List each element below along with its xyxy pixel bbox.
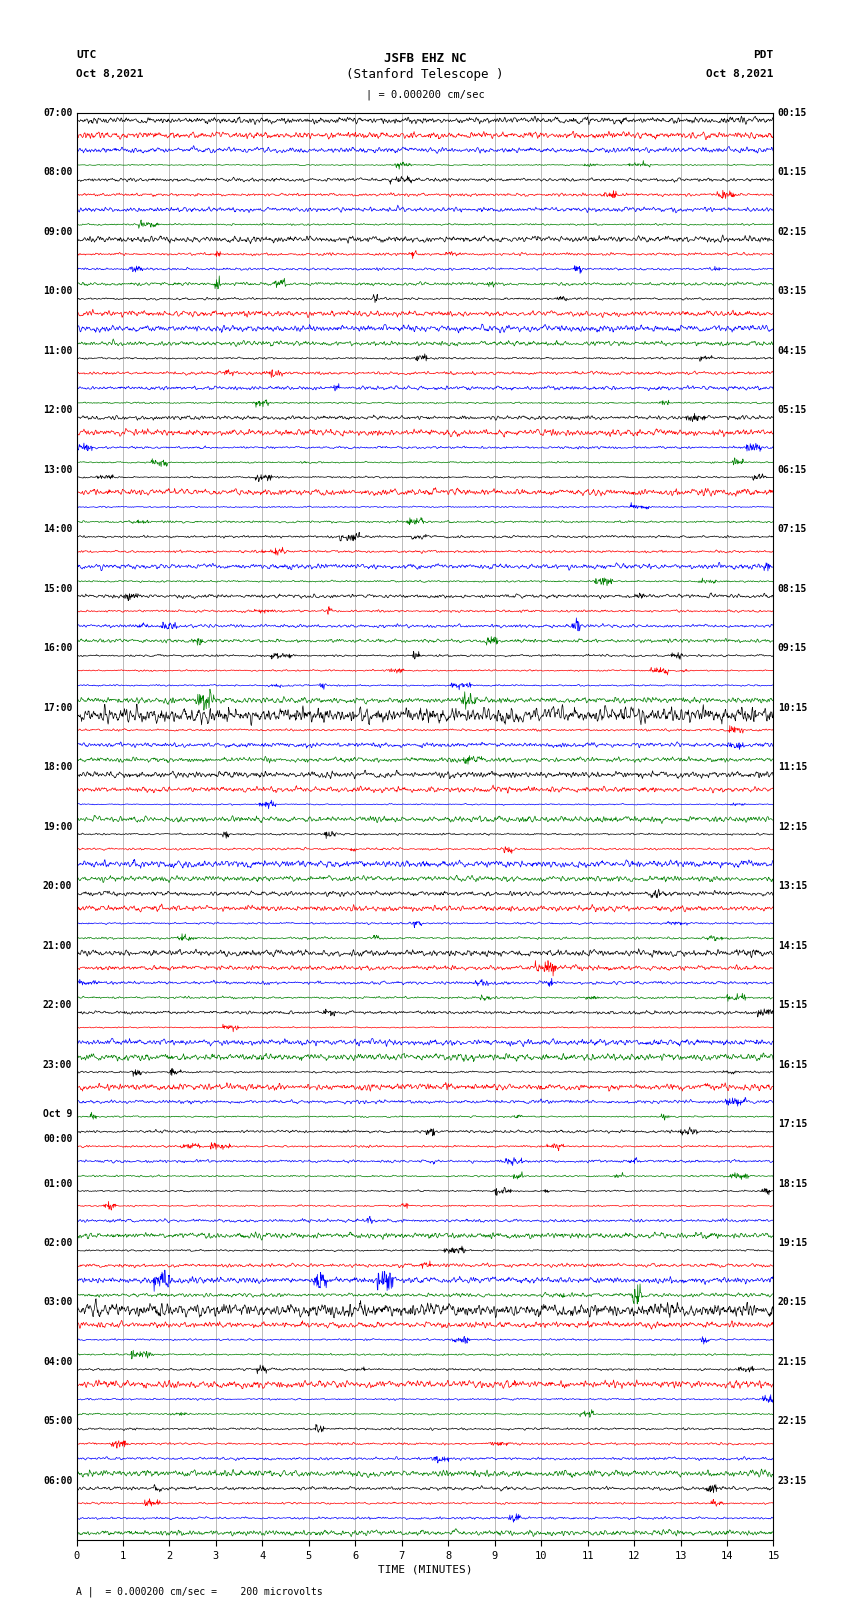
- Text: 05:00: 05:00: [42, 1416, 72, 1426]
- Text: 16:15: 16:15: [778, 1060, 807, 1069]
- Text: 18:00: 18:00: [42, 763, 72, 773]
- Text: 12:15: 12:15: [778, 821, 807, 832]
- Text: 06:00: 06:00: [42, 1476, 72, 1486]
- Text: 15:15: 15:15: [778, 1000, 807, 1010]
- Text: 17:15: 17:15: [778, 1119, 807, 1129]
- Text: 07:15: 07:15: [778, 524, 807, 534]
- Text: 17:00: 17:00: [42, 703, 72, 713]
- X-axis label: TIME (MINUTES): TIME (MINUTES): [377, 1565, 473, 1574]
- Text: 04:00: 04:00: [42, 1357, 72, 1366]
- Text: 03:00: 03:00: [42, 1297, 72, 1308]
- Text: Oct 8,2021: Oct 8,2021: [76, 69, 144, 79]
- Text: 15:00: 15:00: [42, 584, 72, 594]
- Text: 03:15: 03:15: [778, 287, 807, 297]
- Text: Oct 8,2021: Oct 8,2021: [706, 69, 774, 79]
- Text: 19:00: 19:00: [42, 821, 72, 832]
- Text: 00:00: 00:00: [42, 1134, 72, 1144]
- Text: Oct 9: Oct 9: [42, 1110, 72, 1119]
- Text: 01:00: 01:00: [42, 1179, 72, 1189]
- Text: 22:00: 22:00: [42, 1000, 72, 1010]
- Text: 02:00: 02:00: [42, 1239, 72, 1248]
- Text: 20:00: 20:00: [42, 881, 72, 890]
- Text: 13:00: 13:00: [42, 465, 72, 474]
- Text: (Stanford Telescope ): (Stanford Telescope ): [346, 68, 504, 81]
- Text: 09:00: 09:00: [42, 227, 72, 237]
- Text: 04:15: 04:15: [778, 345, 807, 356]
- Text: 20:15: 20:15: [778, 1297, 807, 1308]
- Text: UTC: UTC: [76, 50, 97, 60]
- Text: 09:15: 09:15: [778, 644, 807, 653]
- Text: 18:15: 18:15: [778, 1179, 807, 1189]
- Text: 13:15: 13:15: [778, 881, 807, 890]
- Text: JSFB EHZ NC: JSFB EHZ NC: [383, 52, 467, 65]
- Text: 00:15: 00:15: [778, 108, 807, 118]
- Text: | = 0.000200 cm/sec: | = 0.000200 cm/sec: [366, 89, 484, 100]
- Text: 23:15: 23:15: [778, 1476, 807, 1486]
- Text: 16:00: 16:00: [42, 644, 72, 653]
- Text: 11:15: 11:15: [778, 763, 807, 773]
- Text: 21:00: 21:00: [42, 940, 72, 950]
- Text: 02:15: 02:15: [778, 227, 807, 237]
- Text: 01:15: 01:15: [778, 168, 807, 177]
- Text: 10:15: 10:15: [778, 703, 807, 713]
- Text: A |  = 0.000200 cm/sec =    200 microvolts: A | = 0.000200 cm/sec = 200 microvolts: [76, 1586, 323, 1597]
- Text: 12:00: 12:00: [42, 405, 72, 415]
- Text: 10:00: 10:00: [42, 287, 72, 297]
- Text: 14:15: 14:15: [778, 940, 807, 950]
- Text: 19:15: 19:15: [778, 1239, 807, 1248]
- Text: 22:15: 22:15: [778, 1416, 807, 1426]
- Text: 05:15: 05:15: [778, 405, 807, 415]
- Text: 08:15: 08:15: [778, 584, 807, 594]
- Text: 07:00: 07:00: [42, 108, 72, 118]
- Text: 21:15: 21:15: [778, 1357, 807, 1366]
- Text: PDT: PDT: [753, 50, 774, 60]
- Text: 06:15: 06:15: [778, 465, 807, 474]
- Text: 11:00: 11:00: [42, 345, 72, 356]
- Text: 23:00: 23:00: [42, 1060, 72, 1069]
- Text: 14:00: 14:00: [42, 524, 72, 534]
- Text: 08:00: 08:00: [42, 168, 72, 177]
